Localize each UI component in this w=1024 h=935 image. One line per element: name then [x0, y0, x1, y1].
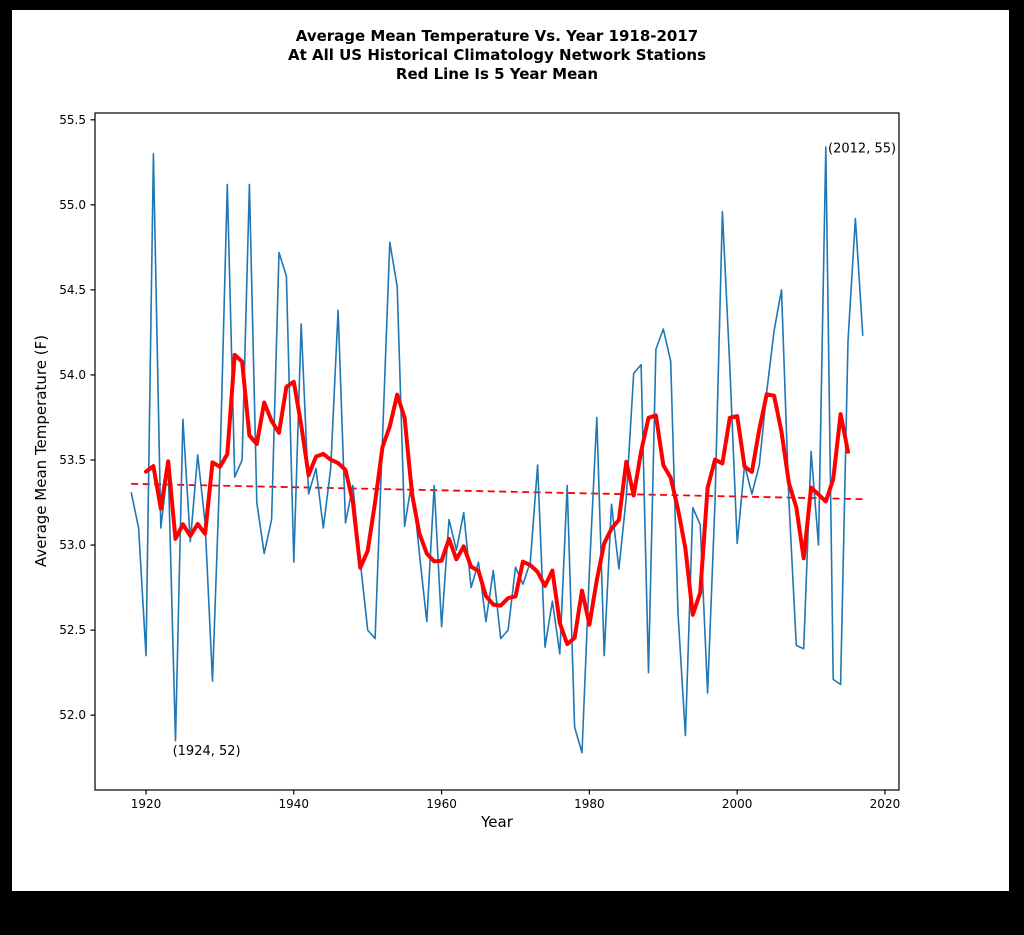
x-tick-label: 1940	[279, 797, 310, 811]
x-axis-label: Year	[481, 813, 513, 831]
annotation-max-2012: (2012, 55)	[828, 142, 896, 157]
five-year-mean-line	[144, 352, 850, 647]
x-tick-label: 2000	[722, 797, 753, 811]
x-tick-label: 1980	[574, 797, 605, 811]
y-tick-label: 52.0	[59, 708, 86, 722]
y-tick-label: 54.5	[59, 283, 86, 297]
y-tick-label: 55.5	[59, 113, 86, 127]
annotation-min-1924: (1924, 52)	[173, 744, 241, 759]
x-tick-label: 1920	[131, 797, 162, 811]
chart-title-line-1: Average Mean Temperature Vs. Year 1918-2…	[295, 27, 699, 45]
x-tick-label: 2020	[870, 797, 901, 811]
y-axis-label: Average Mean Temperature (F)	[32, 334, 50, 568]
chart-title: Average Mean Temperature Vs. Year 1918-2…	[288, 27, 706, 84]
chart-title-line-2: At All US Historical Climatology Network…	[287, 46, 707, 64]
y-tick-label: 53.0	[59, 538, 86, 552]
y-tick-label: 54.0	[59, 368, 86, 382]
plot-frame	[94, 112, 900, 791]
x-tick-label: 1960	[426, 797, 457, 811]
y-tick-label: 53.5	[59, 453, 86, 467]
y-tick-label: 55.0	[59, 198, 86, 212]
chart-title-line-3: Red Line Is 5 Year Mean	[395, 65, 599, 83]
y-tick-label: 52.5	[59, 623, 86, 637]
